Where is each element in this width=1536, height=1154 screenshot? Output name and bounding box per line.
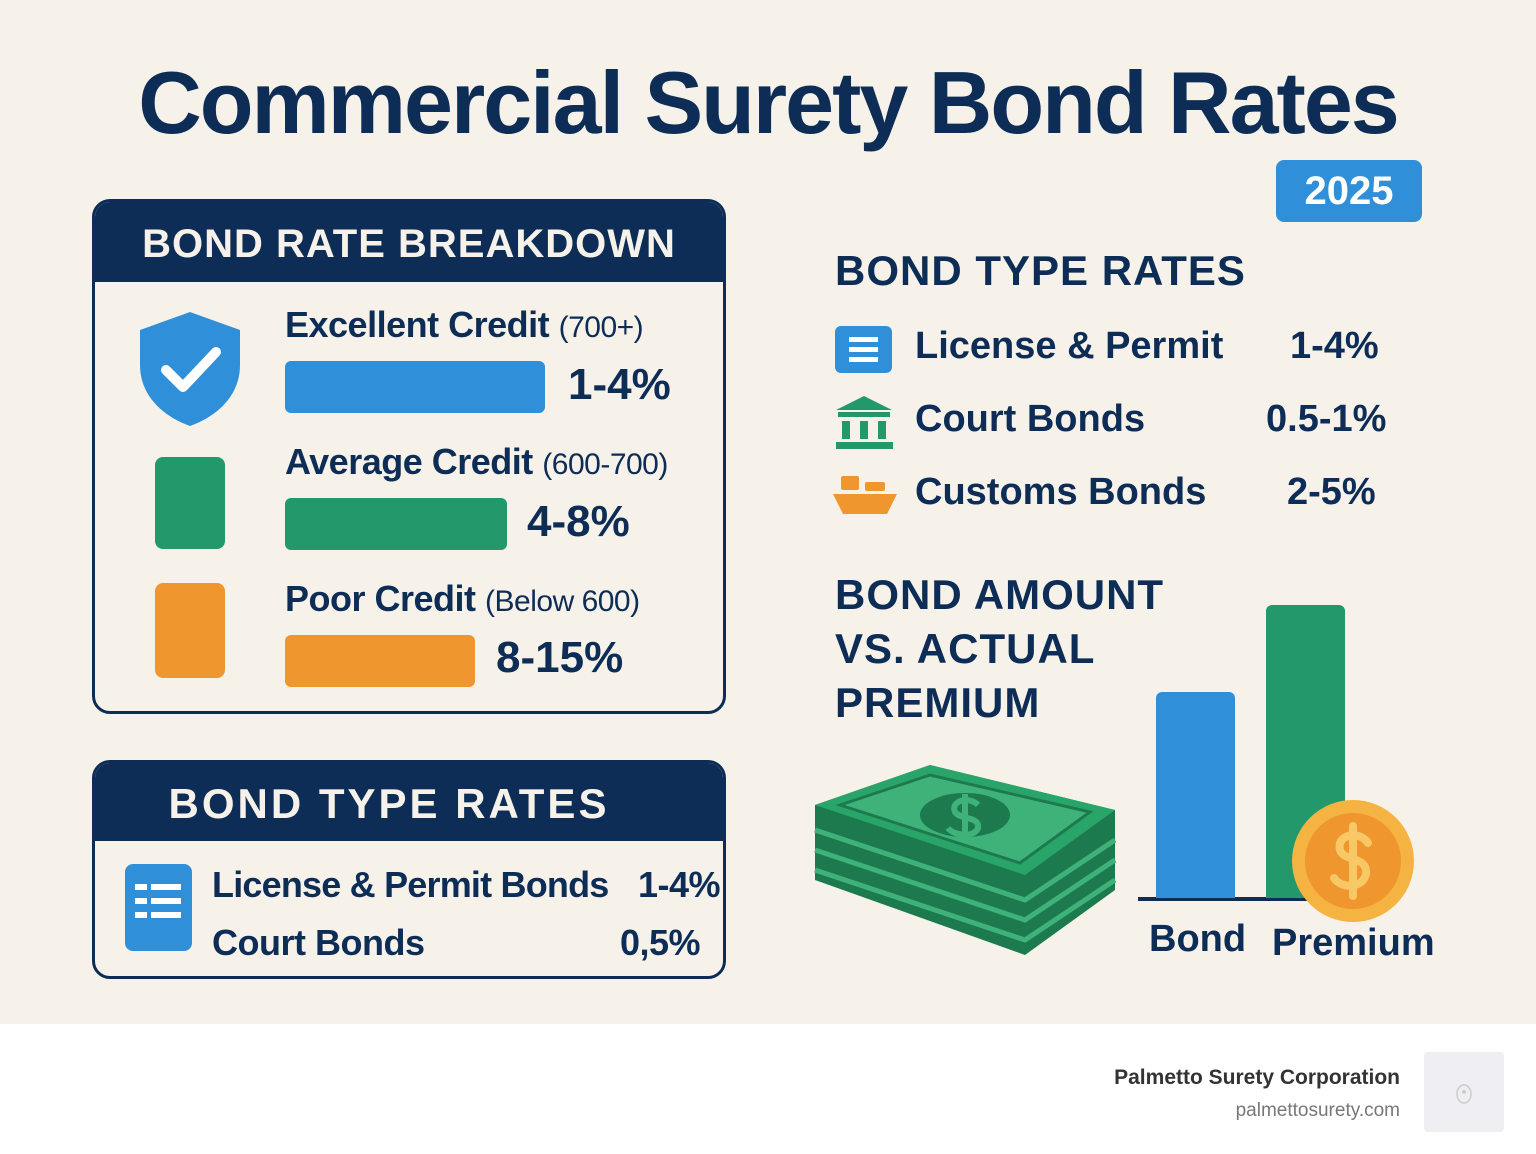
courthouse-icon — [836, 396, 893, 449]
average-credit-label: Average Credit (600-700) — [285, 441, 668, 482]
heading-line: PREMIUM — [835, 679, 1041, 726]
document-list-icon — [835, 326, 892, 373]
poor-credit-bar — [285, 635, 475, 687]
excellent-credit-bar — [285, 361, 545, 413]
court-bonds-rate: 0,5% — [619, 922, 701, 963]
company-name: Palmetto Surety Corporation — [1114, 1066, 1400, 1089]
license-permit-label: License & Permit — [915, 325, 1224, 367]
company-url[interactable]: palmettosurety.com — [1235, 1100, 1400, 1121]
bond-bar — [1156, 692, 1235, 898]
document-list-icon — [125, 864, 192, 951]
court-bonds-label: Court Bonds — [915, 398, 1146, 440]
cargo-ship-icon — [833, 476, 897, 514]
heading-line: BOND AMOUNT — [835, 571, 1165, 618]
average-credit-bar — [285, 498, 507, 550]
average-credit-rate: 4-8% — [527, 497, 630, 546]
license-permit-bonds-rate: 1-4% — [637, 864, 721, 905]
license-permit-bonds-label: License & Permit Bonds — [212, 864, 609, 905]
money-stack-icon — [814, 765, 1117, 955]
bond-amount-heading: BOND AMOUNT VS. ACTUAL PREMIUM — [835, 568, 1164, 730]
excellent-credit-rate: 1-4% — [568, 360, 671, 409]
year-badge: 2025 — [1276, 160, 1422, 222]
panel-header: BOND TYPE RATES — [95, 763, 723, 841]
panel-header: BOND RATE BREAKDOWN — [95, 202, 723, 282]
premium-axis-label: Premium — [1272, 922, 1435, 964]
footer: Palmetto Surety Corporation palmettosure… — [0, 1024, 1536, 1154]
chart-baseline — [1138, 897, 1348, 901]
heading-line: VS. ACTUAL — [835, 625, 1096, 672]
bond-type-rates-panel: BOND TYPE RATES — [92, 760, 726, 979]
customs-bonds-label: Customs Bonds — [915, 471, 1207, 513]
shield-check-icon — [140, 312, 240, 426]
dollar-coin-icon — [1292, 800, 1414, 922]
poor-credit-rate: 8-15% — [496, 633, 624, 682]
company-logo — [1424, 1052, 1504, 1132]
bond-axis-label: Bond — [1149, 918, 1247, 960]
orange-block-icon — [155, 583, 225, 678]
page-title: Commercial Surety Bond Rates — [138, 53, 1400, 152]
poor-credit-label: Poor Credit (Below 600) — [285, 578, 640, 619]
court-bonds-label: Court Bonds — [212, 922, 425, 963]
license-permit-rate: 1-4% — [1290, 325, 1379, 367]
customs-bonds-rate: 2-5% — [1287, 471, 1376, 513]
green-block-icon — [155, 457, 225, 549]
excellent-credit-label: Excellent Credit (700+) — [285, 304, 644, 345]
bond-type-rates-heading: BOND TYPE RATES — [835, 247, 1246, 294]
court-bonds-rate: 0.5-1% — [1266, 398, 1387, 440]
logo-icon — [1456, 1084, 1472, 1104]
